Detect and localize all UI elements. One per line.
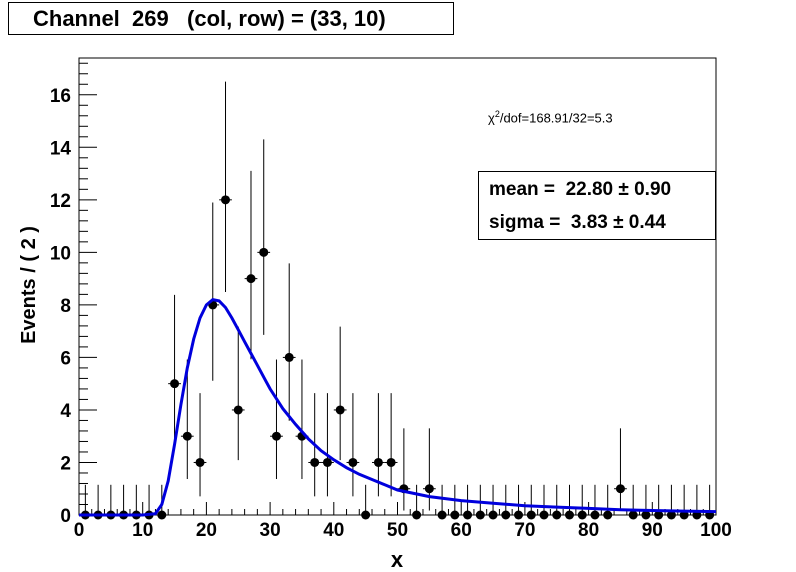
data-point [628, 510, 638, 520]
x-tick-label: 60 [451, 520, 472, 541]
y-axis-label: Events / ( 2 ) [18, 226, 40, 344]
y-tick-label: 4 [60, 401, 71, 422]
x-tick-label: 90 [642, 520, 663, 541]
data-point [679, 510, 689, 520]
y-tick-label: 16 [50, 86, 71, 107]
data-point [615, 484, 625, 494]
x-tick-label: 10 [132, 520, 153, 541]
data-point [195, 457, 205, 467]
data-point [271, 431, 281, 441]
data-point [475, 510, 485, 520]
data-point [514, 510, 524, 520]
data-point [348, 457, 358, 467]
data-point [450, 510, 460, 520]
y-tick-label: 2 [60, 453, 71, 474]
data-point [322, 457, 332, 467]
y-tick-label: 0 [60, 506, 71, 527]
data-point [373, 457, 383, 467]
y-tick-label: 12 [50, 191, 71, 212]
mean-stat: mean = 22.80 ± 0.90 [489, 179, 672, 200]
data-point [182, 431, 192, 441]
x-tick-label: 0 [74, 520, 85, 541]
y-tick-label: 10 [50, 243, 71, 264]
data-point [310, 457, 320, 467]
data-point [564, 510, 574, 520]
chi2-exponent: 2 [494, 109, 500, 119]
x-tick-label: 50 [387, 520, 408, 541]
data-point [654, 510, 664, 520]
data-point [361, 510, 371, 520]
data-point [233, 405, 243, 415]
data-point [539, 510, 549, 520]
data-point [590, 510, 600, 520]
x-tick-label: 30 [260, 520, 281, 541]
y-axis-ticks: 0 2 4 6 8 10 12 14 16 [50, 62, 97, 527]
data-point [463, 510, 473, 520]
data-point [157, 510, 167, 520]
data-point [386, 457, 396, 467]
y-tick-label: 14 [50, 138, 72, 159]
chi2-label: χ2/dof=168.91/32=5.3 [488, 109, 613, 125]
data-point [170, 379, 180, 389]
fit-curve [79, 297, 717, 517]
sigma-stat: sigma = 3.83 ± 0.44 [489, 212, 666, 233]
data-point [526, 510, 536, 520]
data-point [577, 510, 587, 520]
data-point [412, 510, 422, 520]
y-tick-label: 6 [60, 348, 71, 369]
fit-stats-box: mean = 22.80 ± 0.90 sigma = 3.83 ± 0.44 [478, 171, 716, 240]
data-point [501, 510, 511, 520]
x-tick-label: 80 [578, 520, 599, 541]
data-point [221, 195, 231, 205]
y-tick-label: 8 [60, 296, 71, 317]
chi2-value: /dof=168.91/32=5.3 [499, 110, 613, 126]
chi2-symbol: χ [488, 110, 495, 126]
chart-title: Channel 269 (col, row) = (33, 10) [8, 2, 454, 35]
data-point [246, 274, 256, 284]
x-tick-label: 70 [514, 520, 535, 541]
data-point [259, 247, 269, 257]
data-point [284, 352, 294, 362]
x-axis-label: x [391, 547, 404, 572]
x-tick-label: 100 [700, 520, 732, 541]
data-point [424, 484, 434, 494]
data-point [437, 510, 447, 520]
x-tick-label: 20 [196, 520, 217, 541]
data-point [641, 510, 651, 520]
data-point [666, 510, 676, 520]
x-tick-label: 40 [323, 520, 344, 541]
data-point [335, 405, 345, 415]
data-point [488, 510, 498, 520]
data-point [552, 510, 562, 520]
data-point [603, 510, 613, 520]
